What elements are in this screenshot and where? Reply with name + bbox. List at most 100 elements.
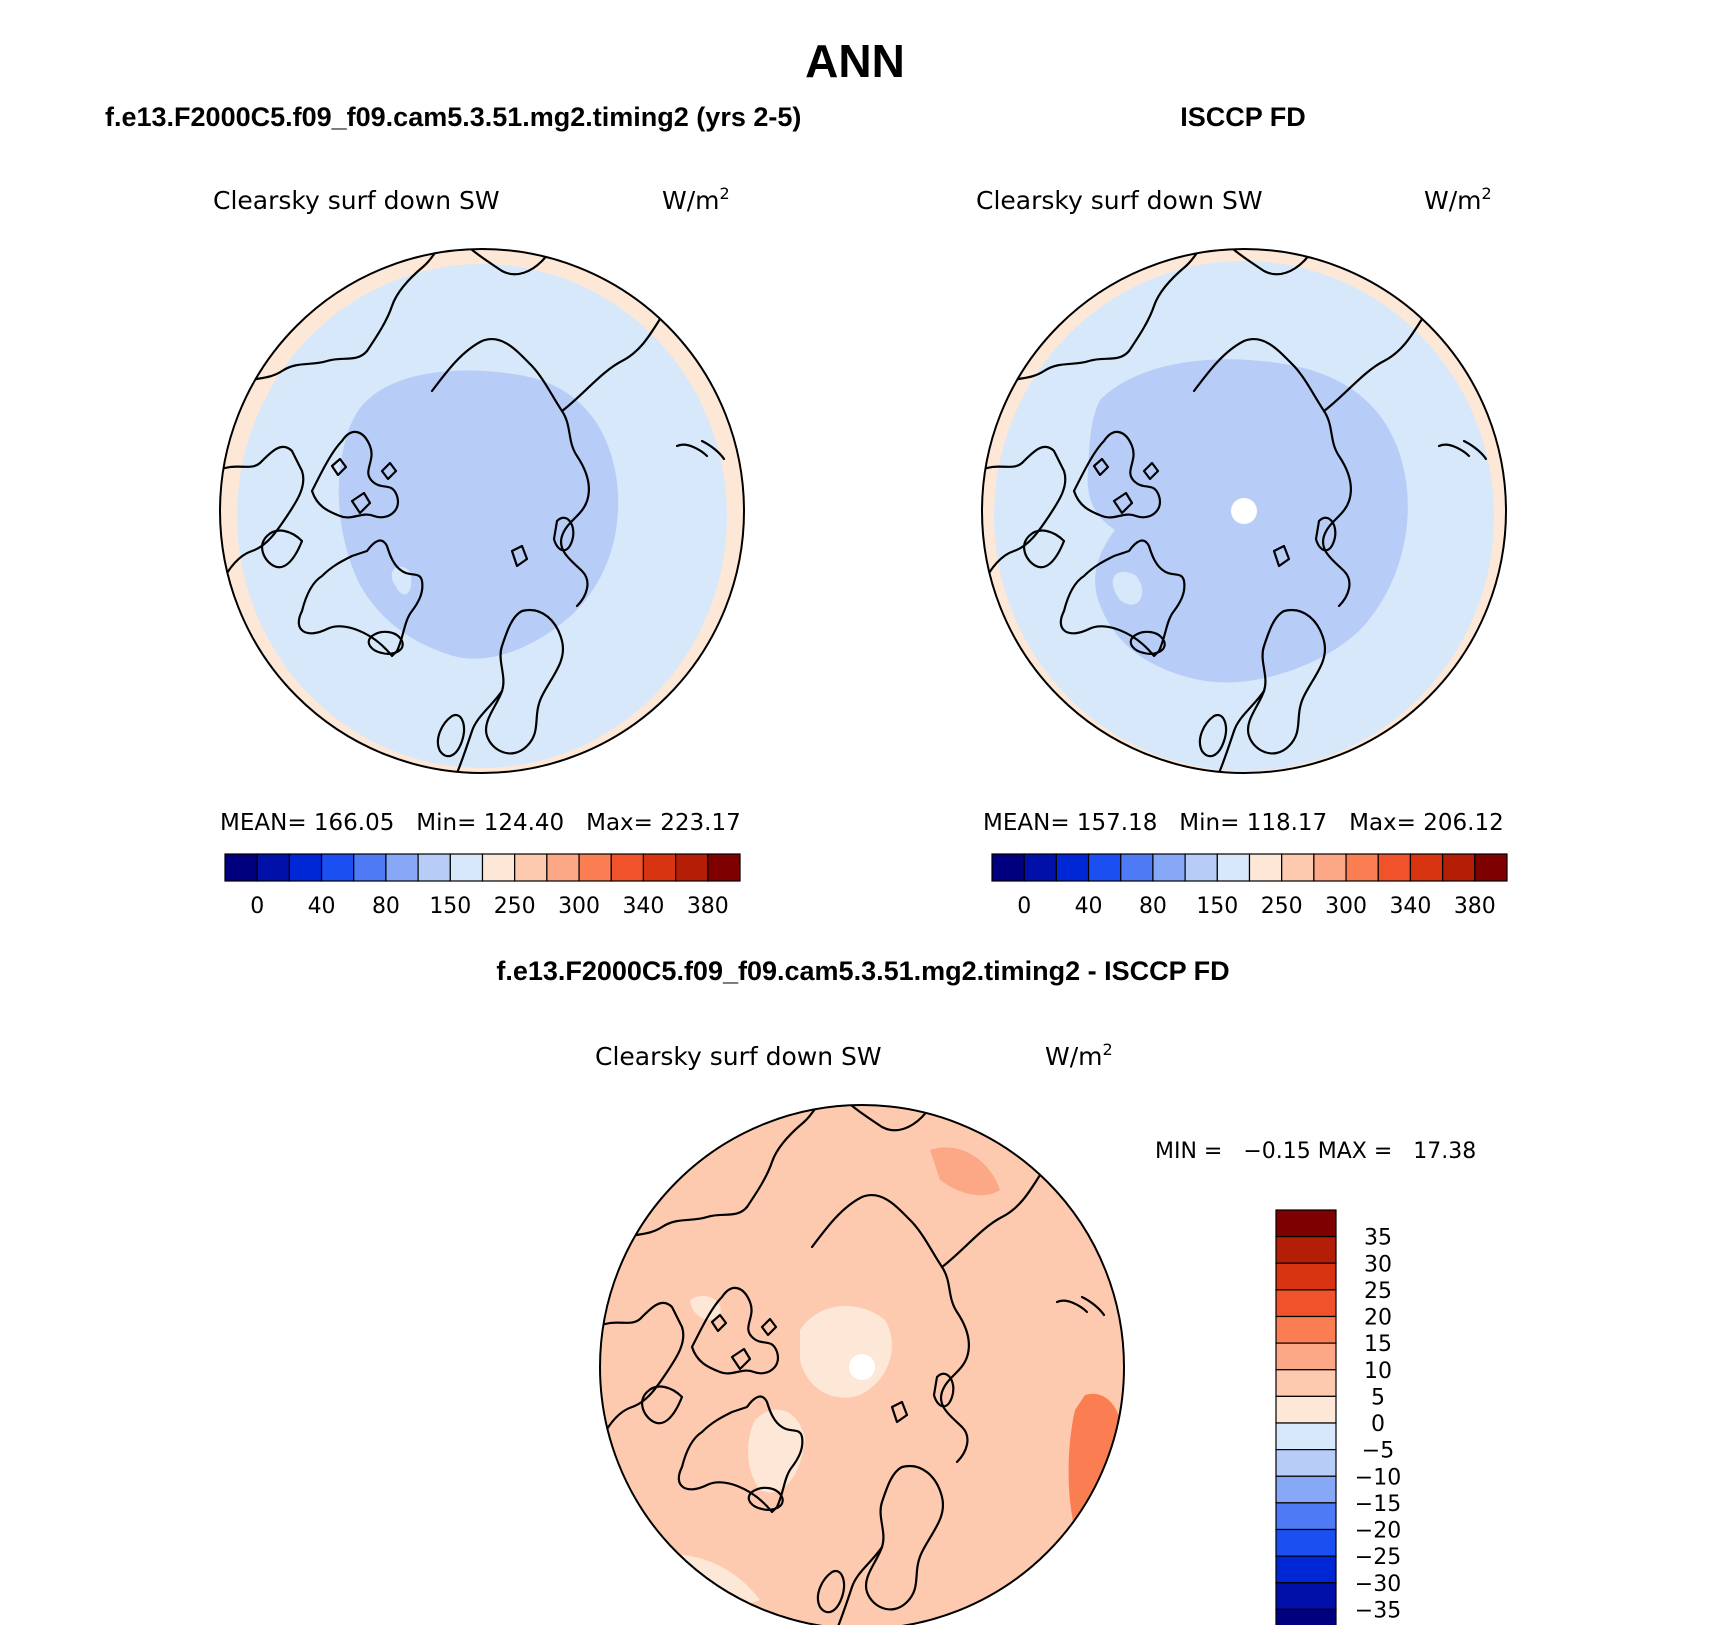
panel-diff-header: f.e13.F2000C5.f09_f09.cam5.3.51.mg2.timi…: [496, 956, 1229, 986]
colorbar-obs-swatch: [1313, 853, 1347, 882]
panel-obs-variable: Clearsky surf down SW: [976, 186, 1263, 215]
colorbar-diff-swatch: [1275, 1262, 1337, 1291]
colorbar-model-swatch: [707, 853, 741, 882]
colorbar-obs-tick-label: 40: [1075, 894, 1103, 919]
colorbar-model-swatch: [514, 853, 548, 882]
panel-obs: ISCCP FD Clearsky surf down SW W/m2 MEAN…: [976, 102, 1508, 919]
colorbar-obs-swatch: [1248, 853, 1283, 882]
colorbar-obs-swatch: [1120, 853, 1154, 882]
colorbar-diff-tick-label: 30: [1364, 1252, 1392, 1277]
colorbar-diff-tick-label: 5: [1371, 1385, 1385, 1410]
colorbar-diff-swatch: [1275, 1449, 1337, 1477]
colorbar-obs-tick-label: 0: [1017, 894, 1031, 919]
colorbar-obs-tick-label: 250: [1261, 894, 1303, 919]
colorbar-obs: 0 40 80 150 250 300 340 380: [991, 853, 1508, 919]
panel-obs-map: [982, 249, 1506, 773]
panel-obs-stats: MEAN= 157.18 Min= 118.17 Max= 206.12: [983, 810, 1504, 836]
colorbar-model-tick-label: 80: [372, 894, 400, 919]
panel-diff-variable: Clearsky surf down SW: [595, 1042, 882, 1071]
panel-model-variable: Clearsky surf down SW: [213, 186, 500, 215]
colorbar-obs-swatch: [1281, 853, 1315, 882]
colorbar-model-swatch: [449, 853, 484, 882]
colorbar-model-tick-label: 40: [308, 894, 336, 919]
colorbar-model-tick-label: 0: [250, 894, 264, 919]
colorbar-model-swatch: [320, 853, 355, 882]
colorbar-obs-swatch: [1345, 853, 1379, 882]
colorbar-model-tick-label: 300: [558, 894, 600, 919]
colorbar-diff-tick-label: −5: [1362, 1439, 1394, 1464]
colorbar-model-tick-label: 250: [494, 894, 536, 919]
panel-diff-map: [600, 1105, 1124, 1625]
colorbar-model-swatch: [417, 853, 451, 882]
colorbar-model-swatch: [481, 853, 516, 882]
colorbar-diff-tick-label: −20: [1355, 1519, 1401, 1544]
colorbar-diff-tick-label: −25: [1355, 1545, 1401, 1570]
panel-obs-boundary: [981, 248, 1507, 774]
colorbar-obs-swatch: [1152, 853, 1186, 882]
colorbar-obs-swatch: [1442, 853, 1476, 882]
colorbar-diff-swatch: [1275, 1209, 1337, 1238]
colorbar-diff-swatch: [1275, 1369, 1337, 1397]
colorbar-obs-swatch: [1023, 853, 1057, 882]
colorbar-model-swatch: [675, 853, 709, 882]
colorbar-obs-tick-label: 340: [1389, 894, 1431, 919]
colorbar-model-swatch: [578, 853, 612, 882]
colorbar-diff-swatch: [1275, 1289, 1337, 1318]
colorbar-model-swatch: [610, 853, 645, 882]
colorbar-model-swatch: [546, 853, 580, 882]
colorbar-diff-tick-label: −15: [1355, 1492, 1401, 1517]
colorbar-model-swatch: [385, 853, 419, 882]
colorbar-model: 0 40 80 150 250 300 340 380: [224, 853, 741, 919]
colorbar-obs-tick-label: 80: [1139, 894, 1167, 919]
colorbar-model-swatch: [288, 853, 323, 882]
colorbar-obs-swatch: [1087, 853, 1122, 882]
colorbar-diff-swatch: [1275, 1236, 1337, 1264]
panel-diff-boundary: [599, 1104, 1125, 1625]
colorbar-diff-swatch: [1275, 1502, 1337, 1531]
colorbar-obs-tick-label: 300: [1325, 894, 1367, 919]
missing-data-hole-diff: [849, 1354, 875, 1380]
colorbar-diff-tick-label: 10: [1364, 1359, 1392, 1384]
colorbar-obs-tick-label: 380: [1454, 894, 1496, 919]
colorbar-model-swatch: [256, 853, 290, 882]
colorbar-diff-tick-label: 35: [1364, 1226, 1392, 1251]
colorbar-diff-swatch: [1275, 1342, 1337, 1371]
colorbar-diff-tick-label: 15: [1364, 1332, 1392, 1357]
colorbar-diff-tick-label: 25: [1364, 1279, 1392, 1304]
colorbar-diff-tick-label: 0: [1371, 1412, 1385, 1437]
panel-diff-units: W/m2: [1045, 1040, 1113, 1071]
colorbar-model-swatch: [353, 853, 387, 882]
colorbar-model-tick-label: 150: [429, 894, 471, 919]
colorbar-model-swatch: [642, 853, 677, 882]
colorbar-obs-swatch: [1184, 853, 1218, 882]
missing-data-hole: [1231, 498, 1257, 524]
colorbar-diff-swatch: [1275, 1315, 1337, 1344]
colorbar-obs-swatch: [1055, 853, 1090, 882]
panel-model: f.e13.F2000C5.f09_f09.cam5.3.51.mg2.timi…: [105, 102, 801, 919]
panel-obs-header: ISCCP FD: [1180, 102, 1306, 132]
panel-diff-stats: MIN = −0.15 MAX = 17.38: [1155, 1139, 1476, 1164]
figure-title: ANN: [805, 35, 905, 87]
colorbar-diff-tick-label: 20: [1364, 1306, 1392, 1331]
colorbar-diff-tick-label: −10: [1355, 1465, 1401, 1490]
panel-model-map: [220, 249, 744, 773]
panel-diff: f.e13.F2000C5.f09_f09.cam5.3.51.mg2.timi…: [496, 956, 1476, 1625]
colorbar-obs-swatch: [1474, 853, 1508, 882]
panel-model-boundary: [219, 248, 745, 774]
panel-model-stats: MEAN= 166.05 Min= 124.40 Max= 223.17: [220, 810, 741, 836]
colorbar-model-swatch: [224, 853, 258, 882]
colorbar-diff-swatch: [1275, 1395, 1337, 1424]
colorbar-model-tick-label: 380: [687, 894, 729, 919]
panel-model-units: W/m2: [662, 184, 730, 215]
colorbar-obs-swatch: [1216, 853, 1251, 882]
colorbar-diff-tick-label: −30: [1355, 1572, 1401, 1597]
colorbar-diff-swatch: [1275, 1422, 1337, 1451]
colorbar-obs-swatch: [1409, 853, 1444, 882]
colorbar-diff-tick-label: −35: [1355, 1598, 1401, 1623]
panel-obs-units: W/m2: [1424, 184, 1492, 215]
colorbar-diff-swatch: [1275, 1555, 1337, 1584]
colorbar-obs-swatch: [1377, 853, 1412, 882]
colorbar-diff-swatch: [1275, 1528, 1337, 1557]
colorbar-model-tick-label: 340: [622, 894, 664, 919]
